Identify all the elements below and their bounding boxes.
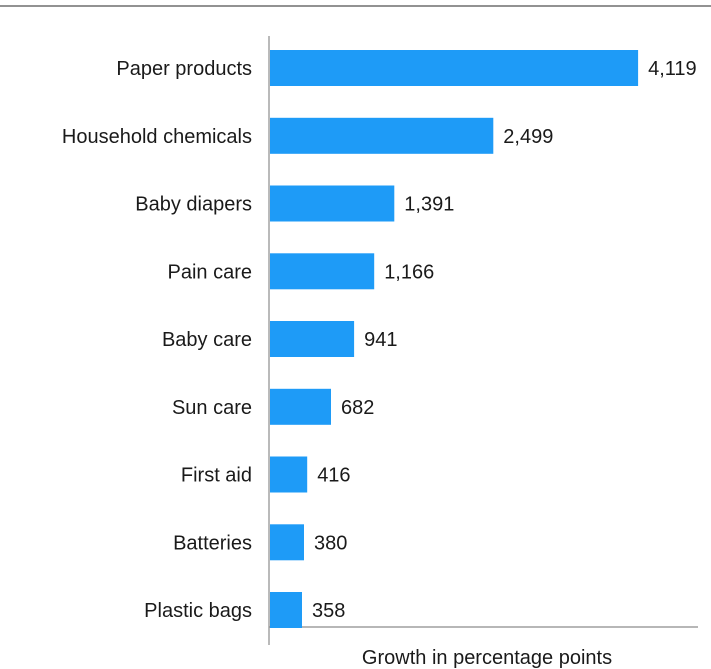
bar-6 — [270, 456, 308, 493]
bar-8 — [270, 592, 302, 628]
category-label-1: Household chemicals — [62, 126, 252, 148]
value-label-7: 380 — [314, 532, 347, 554]
value-label-2: 1,391 — [404, 194, 454, 216]
category-label-4: Baby care — [162, 329, 252, 351]
category-label-0: Paper products — [116, 58, 252, 80]
bar-3 — [270, 253, 375, 290]
category-label-8: Plastic bags — [144, 600, 252, 622]
value-label-5: 682 — [341, 397, 374, 419]
value-label-4: 941 — [364, 329, 397, 351]
category-label-6: First aid — [181, 465, 252, 487]
bar-5 — [270, 388, 331, 425]
bars-group — [270, 50, 639, 628]
x-axis-title: Growth in percentage points — [362, 647, 612, 669]
bar-4 — [270, 321, 355, 357]
bar-7 — [270, 524, 304, 561]
value-label-6: 416 — [317, 465, 350, 487]
value-label-1: 2,499 — [503, 126, 553, 148]
value-label-8: 358 — [312, 600, 345, 622]
bar-1 — [270, 117, 494, 154]
value-labels-group: 4,119 2,499 1,391 1,166 941 682 416 380 358 — [312, 58, 697, 622]
bar-0 — [270, 50, 639, 86]
value-label-0: 4,119 — [648, 58, 697, 80]
category-labels-group: Paper products Household chemicals Baby di… — [62, 58, 252, 622]
category-label-2: Baby diapers — [135, 194, 252, 216]
category-label-3: Pain care — [168, 261, 253, 283]
bar-2 — [270, 185, 395, 222]
value-label-3: 1,166 — [384, 261, 434, 283]
category-label-7: Batteries — [173, 532, 252, 554]
category-label-5: Sun care — [172, 397, 252, 419]
